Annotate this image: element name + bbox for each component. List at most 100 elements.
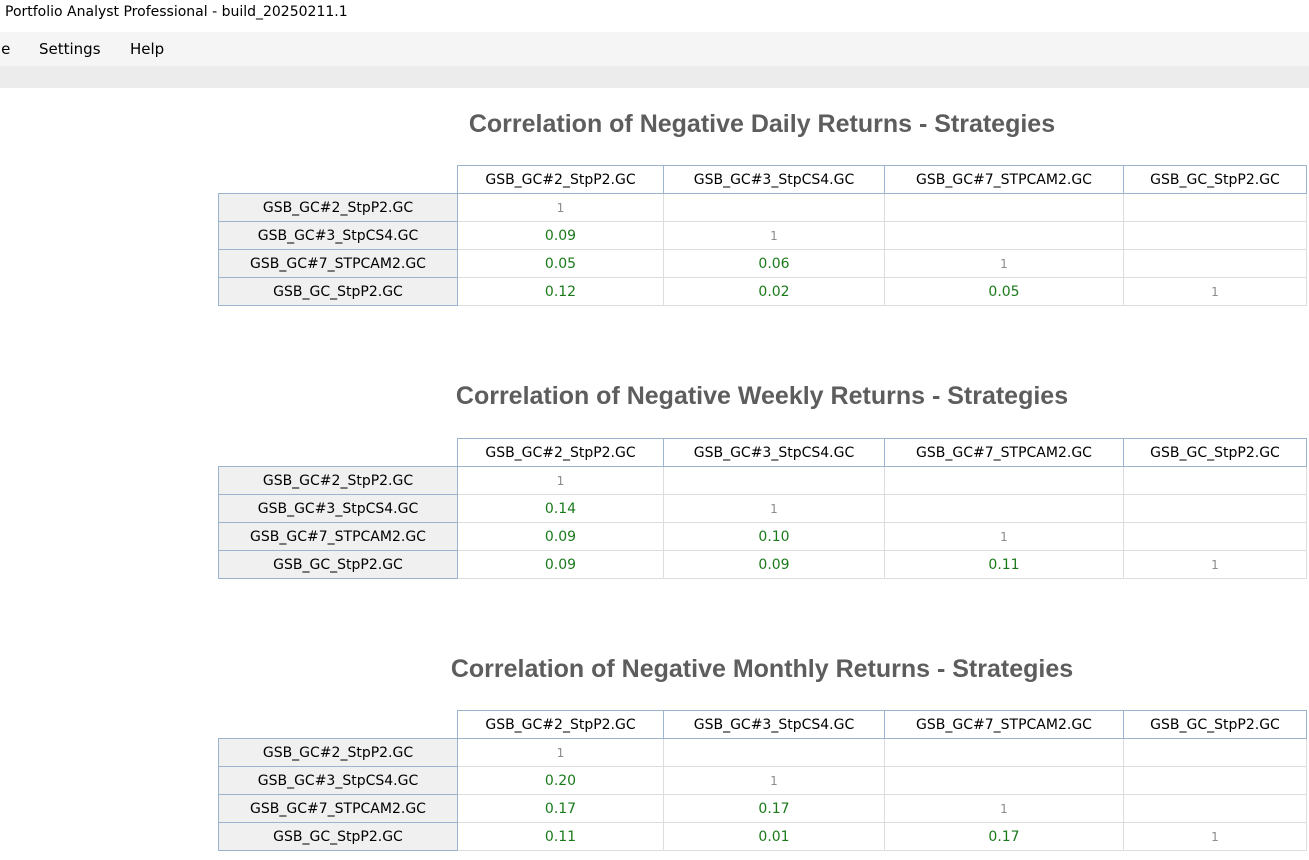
- correlation-cell: [1123, 249, 1307, 278]
- row-header: GSB_GC#3_StpCS4.GC: [218, 221, 458, 250]
- correlation-cell: 1: [457, 738, 664, 767]
- correlation-cell: 1: [457, 466, 664, 495]
- table-row: GSB_GC#3_StpCS4.GC 0.20 1: [218, 766, 1307, 795]
- correlation-cell: 0.17: [884, 822, 1124, 851]
- table-row: GSB_GC_StpP2.GC 0.12 0.02 0.05 1: [218, 277, 1307, 306]
- table-header-row: GSB_GC#2_StpP2.GC GSB_GC#3_StpCS4.GC GSB…: [219, 710, 1307, 739]
- row-header: GSB_GC#2_StpP2.GC: [218, 738, 458, 767]
- toolbar-strip: [0, 66, 1309, 88]
- column-header: GSB_GC#2_StpP2.GC: [457, 438, 664, 467]
- column-header: GSB_GC#3_StpCS4.GC: [663, 438, 885, 467]
- column-header: GSB_GC#7_STPCAM2.GC: [884, 710, 1124, 739]
- menu-bar: le Settings Help: [0, 32, 1309, 66]
- table-row: GSB_GC#7_STPCAM2.GC 0.17 0.17 1: [218, 794, 1307, 823]
- correlation-cell: 0.12: [457, 277, 664, 306]
- row-header: GSB_GC#7_STPCAM2.GC: [218, 522, 458, 551]
- correlation-cell: [1123, 794, 1307, 823]
- correlation-cell: [1123, 522, 1307, 551]
- row-header: GSB_GC#2_StpP2.GC: [218, 466, 458, 495]
- correlation-cell: 0.11: [457, 822, 664, 851]
- correlation-cell: 0.09: [663, 550, 885, 579]
- correlation-cell: 1: [663, 494, 885, 523]
- correlation-cell: 0.17: [663, 794, 885, 823]
- correlation-cell: 0.09: [457, 221, 664, 250]
- column-header: GSB_GC#2_StpP2.GC: [457, 165, 664, 194]
- table-row: GSB_GC#3_StpCS4.GC 0.09 1: [218, 221, 1307, 250]
- correlation-cell: [1123, 221, 1307, 250]
- correlation-cell: [1123, 193, 1307, 222]
- table-row: GSB_GC_StpP2.GC 0.11 0.01 0.17 1: [218, 822, 1307, 851]
- table-corner: [219, 166, 458, 194]
- monthly-correlation-table: GSB_GC#2_StpP2.GC GSB_GC#3_StpCS4.GC GSB…: [218, 710, 1307, 851]
- window-title-bar: Portfolio Analyst Professional - build_2…: [0, 0, 1309, 30]
- correlation-cell: 0.05: [884, 277, 1124, 306]
- table-row: GSB_GC_StpP2.GC 0.09 0.09 0.11 1: [218, 550, 1307, 579]
- table-row: GSB_GC#2_StpP2.GC 1: [218, 193, 1307, 222]
- row-header: GSB_GC#3_StpCS4.GC: [218, 494, 458, 523]
- correlation-cell: [1123, 766, 1307, 795]
- correlation-cell: 0.10: [663, 522, 885, 551]
- correlation-cell: [1123, 466, 1307, 495]
- daily-correlation-table: GSB_GC#2_StpP2.GC GSB_GC#3_StpCS4.GC GSB…: [218, 165, 1307, 306]
- menu-settings[interactable]: Settings: [39, 40, 101, 58]
- row-header: GSB_GC#7_STPCAM2.GC: [218, 794, 458, 823]
- column-header: GSB_GC#7_STPCAM2.GC: [884, 165, 1124, 194]
- correlation-cell: 1: [884, 249, 1124, 278]
- correlation-cell: [884, 766, 1124, 795]
- row-header: GSB_GC_StpP2.GC: [218, 277, 458, 306]
- correlation-cell: 0.05: [457, 249, 664, 278]
- correlation-cell: 1: [1123, 550, 1307, 579]
- correlation-cell: [884, 494, 1124, 523]
- menu-help[interactable]: Help: [130, 40, 165, 58]
- correlation-cell: 0.02: [663, 277, 885, 306]
- table-row: GSB_GC#7_STPCAM2.GC 0.09 0.10 1: [218, 522, 1307, 551]
- correlation-cell: 0.01: [663, 822, 885, 851]
- correlation-cell: 1: [663, 221, 885, 250]
- column-header: GSB_GC#3_StpCS4.GC: [663, 710, 885, 739]
- weekly-correlation-table: GSB_GC#2_StpP2.GC GSB_GC#3_StpCS4.GC GSB…: [218, 438, 1307, 579]
- column-header: GSB_GC#3_StpCS4.GC: [663, 165, 885, 194]
- correlation-cell: 0.20: [457, 766, 664, 795]
- table-corner: [219, 711, 458, 739]
- correlation-cell: [884, 738, 1124, 767]
- correlation-cell: [663, 193, 885, 222]
- weekly-section-title: Correlation of Negative Weekly Returns -…: [455, 382, 1069, 410]
- correlation-cell: 1: [1123, 822, 1307, 851]
- column-header: GSB_GC#2_StpP2.GC: [457, 710, 664, 739]
- correlation-cell: [884, 193, 1124, 222]
- row-header: GSB_GC#2_StpP2.GC: [218, 193, 458, 222]
- column-header: GSB_GC#7_STPCAM2.GC: [884, 438, 1124, 467]
- table-header-row: GSB_GC#2_StpP2.GC GSB_GC#3_StpCS4.GC GSB…: [219, 165, 1307, 194]
- correlation-cell: 0.09: [457, 550, 664, 579]
- window-title: Portfolio Analyst Professional - build_2…: [5, 4, 348, 20]
- column-header: GSB_GC_StpP2.GC: [1123, 438, 1307, 467]
- table-corner: [219, 439, 458, 467]
- correlation-cell: [663, 466, 885, 495]
- column-header: GSB_GC_StpP2.GC: [1123, 165, 1307, 194]
- table-row: GSB_GC#2_StpP2.GC 1: [218, 466, 1307, 495]
- monthly-section-title: Correlation of Negative Monthly Returns …: [450, 655, 1074, 683]
- correlation-cell: 1: [884, 522, 1124, 551]
- correlation-cell: [884, 466, 1124, 495]
- correlation-cell: [663, 738, 885, 767]
- correlation-cell: 1: [457, 193, 664, 222]
- row-header: GSB_GC_StpP2.GC: [218, 822, 458, 851]
- table-header-row: GSB_GC#2_StpP2.GC GSB_GC#3_StpCS4.GC GSB…: [219, 438, 1307, 467]
- menu-file[interactable]: le: [0, 40, 11, 58]
- correlation-cell: 1: [663, 766, 885, 795]
- table-row: GSB_GC#3_StpCS4.GC 0.14 1: [218, 494, 1307, 523]
- correlation-cell: [1123, 494, 1307, 523]
- correlation-cell: [1123, 738, 1307, 767]
- daily-section-title: Correlation of Negative Daily Returns - …: [468, 110, 1056, 138]
- correlation-cell: 1: [884, 794, 1124, 823]
- correlation-cell: 0.09: [457, 522, 664, 551]
- correlation-cell: 0.14: [457, 494, 664, 523]
- row-header: GSB_GC#7_STPCAM2.GC: [218, 249, 458, 278]
- row-header: GSB_GC_StpP2.GC: [218, 550, 458, 579]
- correlation-cell: 0.06: [663, 249, 885, 278]
- correlation-cell: 0.17: [457, 794, 664, 823]
- column-header: GSB_GC_StpP2.GC: [1123, 710, 1307, 739]
- table-row: GSB_GC#7_STPCAM2.GC 0.05 0.06 1: [218, 249, 1307, 278]
- table-row: GSB_GC#2_StpP2.GC 1: [218, 738, 1307, 767]
- correlation-cell: 0.11: [884, 550, 1124, 579]
